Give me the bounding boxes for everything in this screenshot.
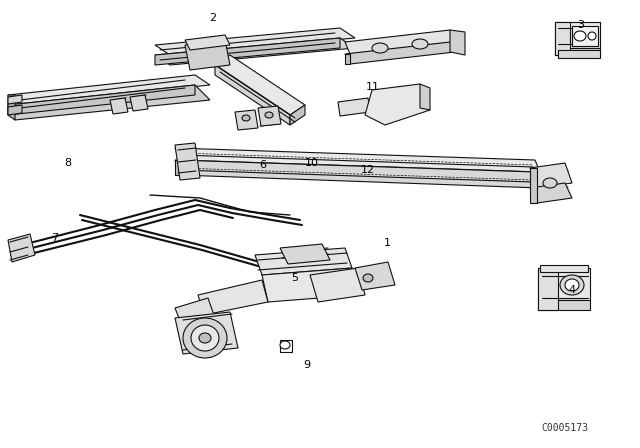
Polygon shape [538, 268, 590, 300]
Polygon shape [155, 38, 340, 65]
Polygon shape [8, 75, 210, 105]
Polygon shape [175, 148, 540, 172]
Polygon shape [262, 268, 358, 302]
Text: 6: 6 [259, 160, 266, 170]
Polygon shape [235, 110, 258, 130]
Polygon shape [538, 300, 590, 310]
Polygon shape [8, 234, 35, 262]
Ellipse shape [565, 279, 579, 291]
Polygon shape [155, 38, 355, 65]
Ellipse shape [543, 178, 557, 188]
Polygon shape [175, 160, 540, 188]
Text: 12: 12 [361, 165, 375, 175]
Polygon shape [280, 340, 292, 352]
Polygon shape [185, 40, 230, 70]
Polygon shape [8, 85, 195, 115]
Ellipse shape [280, 341, 290, 349]
Polygon shape [530, 168, 537, 203]
Ellipse shape [242, 115, 250, 121]
Polygon shape [280, 244, 330, 264]
Text: 4: 4 [568, 285, 575, 295]
Polygon shape [572, 26, 598, 46]
Ellipse shape [183, 318, 227, 358]
Ellipse shape [199, 333, 211, 343]
Polygon shape [258, 106, 281, 126]
Polygon shape [530, 163, 572, 188]
Polygon shape [530, 183, 572, 203]
Polygon shape [345, 30, 455, 54]
Ellipse shape [588, 32, 596, 40]
Polygon shape [155, 28, 355, 55]
Text: 8: 8 [65, 158, 72, 168]
Polygon shape [338, 98, 370, 116]
Ellipse shape [560, 275, 584, 295]
Polygon shape [290, 105, 305, 125]
Polygon shape [8, 85, 210, 120]
Ellipse shape [412, 39, 428, 49]
Polygon shape [365, 84, 430, 125]
Polygon shape [130, 95, 148, 111]
Polygon shape [450, 30, 465, 55]
Ellipse shape [191, 325, 219, 351]
Polygon shape [198, 280, 268, 315]
Polygon shape [538, 268, 558, 310]
Text: 7: 7 [51, 233, 59, 243]
Polygon shape [8, 95, 15, 120]
Polygon shape [215, 65, 290, 125]
Ellipse shape [372, 43, 388, 53]
Polygon shape [355, 262, 395, 290]
Polygon shape [215, 55, 305, 115]
Polygon shape [255, 248, 352, 275]
Text: 1: 1 [383, 238, 390, 248]
Polygon shape [175, 143, 200, 180]
Text: 5: 5 [291, 273, 298, 283]
Polygon shape [175, 160, 180, 175]
Text: 10: 10 [305, 158, 319, 168]
Polygon shape [8, 105, 22, 115]
Polygon shape [555, 48, 600, 55]
Polygon shape [555, 22, 600, 48]
Polygon shape [310, 268, 365, 302]
Polygon shape [345, 54, 350, 64]
Text: 2: 2 [209, 13, 216, 23]
Polygon shape [345, 42, 455, 64]
Text: 3: 3 [577, 20, 584, 30]
Ellipse shape [574, 31, 586, 41]
Text: 9: 9 [303, 360, 310, 370]
Polygon shape [558, 50, 600, 58]
Text: 11: 11 [366, 82, 380, 92]
Polygon shape [420, 84, 430, 110]
Polygon shape [8, 95, 22, 104]
Polygon shape [540, 265, 588, 272]
Ellipse shape [265, 112, 273, 118]
Ellipse shape [363, 274, 373, 282]
Polygon shape [175, 298, 215, 326]
Polygon shape [185, 35, 230, 50]
Polygon shape [555, 22, 570, 55]
Text: C0005173: C0005173 [541, 423, 589, 433]
Polygon shape [110, 98, 128, 114]
Polygon shape [175, 312, 238, 354]
